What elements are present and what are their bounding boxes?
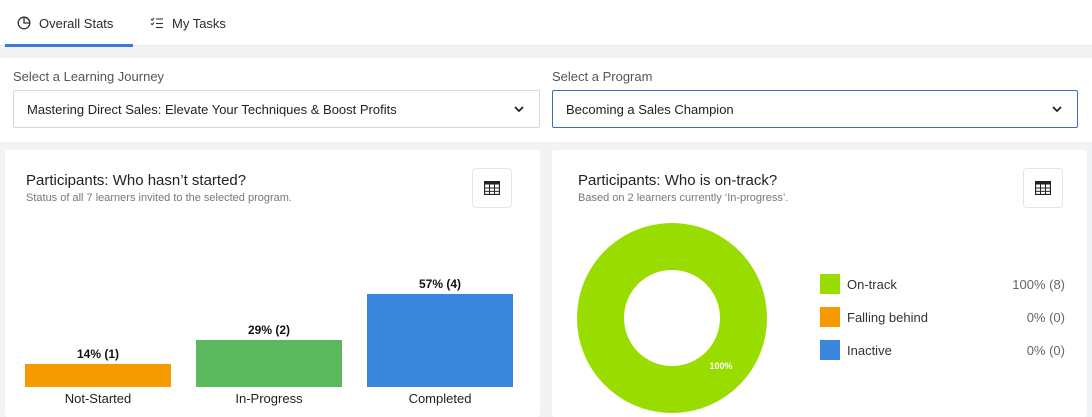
chevron-down-icon (514, 106, 524, 113)
bar-data-label: 57% (4) (418, 277, 462, 291)
legend-value: 100% (8) (1012, 277, 1065, 292)
bar-data-label: 29% (2) (247, 323, 291, 337)
card-title: Participants: Who is on-track? (578, 172, 778, 189)
bar-category-label: Not-Started (64, 391, 132, 406)
program-select-label: Select a Program (552, 69, 653, 84)
legend-item-falling-behind[interactable]: Falling behind (820, 307, 928, 327)
table-icon (484, 181, 500, 195)
bar-category-label: Completed (408, 391, 472, 406)
journey-select-label: Select a Learning Journey (13, 69, 165, 84)
table-view-button[interactable] (472, 168, 512, 208)
legend-value: 0% (0) (1026, 343, 1065, 358)
card-subtitle: Status of all 7 learners invited to the … (26, 192, 292, 204)
not-started-card: Participants: Who hasn’t started? Status… (5, 150, 540, 417)
legend-swatch (820, 307, 840, 327)
bar-data-label: 14% (1) (76, 347, 120, 361)
legend-item-on-track[interactable]: On-track (820, 274, 897, 294)
bar-completed[interactable] (367, 294, 513, 387)
legend-swatch (820, 340, 840, 360)
tab-overall-stats-label: Overall Stats (39, 15, 114, 31)
chevron-down-icon (1052, 106, 1062, 113)
program-select[interactable]: Becoming a Sales Champion (552, 90, 1078, 128)
bar-category-label: In-Progress (235, 391, 303, 406)
task-list-icon (150, 17, 163, 29)
on-track-card: Participants: Who is on-track? Based on … (552, 150, 1087, 417)
table-icon (1035, 181, 1051, 195)
legend-label: Inactive (847, 342, 892, 358)
journey-select[interactable]: Mastering Direct Sales: Elevate Your Tec… (13, 90, 540, 128)
card-subtitle: Based on 2 learners currently ‘In-progre… (578, 192, 789, 204)
legend-label: Falling behind (847, 309, 928, 325)
tab-my-tasks-label: My Tasks (172, 15, 226, 31)
legend-item-inactive[interactable]: Inactive (820, 340, 892, 360)
pie-chart-icon (17, 16, 31, 30)
donut-chart: 100% (576, 223, 767, 413)
tab-my-tasks[interactable]: My Tasks (150, 0, 226, 46)
program-select-value: Becoming a Sales Champion (566, 101, 734, 117)
legend-value: 0% (0) (1026, 310, 1065, 325)
donut-slice-label: 100% (709, 361, 732, 371)
bar-not-started[interactable] (25, 364, 171, 387)
filter-panel: Select a Learning Journey Mastering Dire… (0, 58, 1092, 142)
donut-slice-on-track[interactable] (576, 223, 767, 413)
table-view-button[interactable] (1023, 168, 1063, 208)
legend-swatch (820, 274, 840, 294)
tab-bar: Overall Stats My Tasks (0, 0, 1092, 47)
card-title: Participants: Who hasn’t started? (26, 172, 247, 189)
bar-in-progress[interactable] (196, 340, 342, 387)
journey-select-value: Mastering Direct Sales: Elevate Your Tec… (27, 101, 397, 117)
tab-overall-stats[interactable]: Overall Stats (5, 0, 133, 47)
legend-label: On-track (847, 276, 897, 292)
